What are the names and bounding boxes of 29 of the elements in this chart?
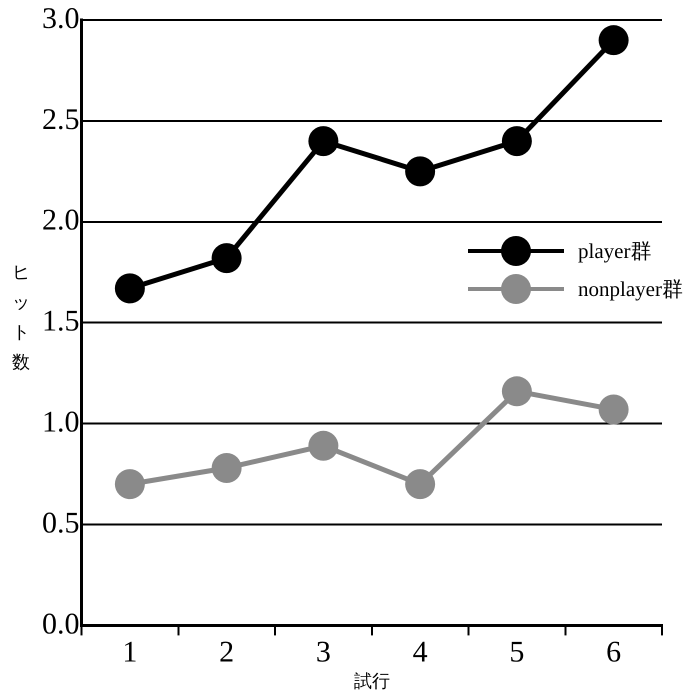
y-tick-label: 3.0	[42, 2, 80, 35]
x-tick-label: 1	[122, 635, 138, 668]
y-tick-label: 2.5	[42, 102, 80, 136]
point	[308, 430, 338, 461]
point	[502, 126, 532, 156]
y-tick-label: 2.0	[42, 204, 80, 237]
y-tick-label: 1.5	[42, 304, 80, 338]
legend-label: nonplayer群	[578, 276, 683, 303]
y-tick-label: 1.0	[42, 405, 80, 438]
point	[114, 273, 145, 304]
point	[598, 394, 629, 424]
point	[308, 126, 338, 156]
point	[212, 243, 242, 274]
x-tick-label: 5	[509, 635, 524, 668]
point	[212, 452, 242, 483]
point	[502, 376, 532, 406]
x-tick-label: 4	[412, 635, 428, 668]
y-tick-label: 0.5	[42, 506, 80, 540]
y-axis-title: ヒット数	[12, 261, 31, 375]
x-tick-label: 3	[316, 635, 331, 668]
x-tick-label: 2	[219, 635, 234, 668]
point	[114, 469, 145, 500]
x-axis-title: 試行	[354, 670, 390, 692]
point	[598, 25, 629, 56]
y-tick-label: 0.0	[42, 607, 80, 640]
x-tick-label: 6	[606, 635, 622, 668]
point	[405, 469, 436, 500]
legend-label: player群	[578, 238, 652, 265]
point	[405, 156, 436, 186]
